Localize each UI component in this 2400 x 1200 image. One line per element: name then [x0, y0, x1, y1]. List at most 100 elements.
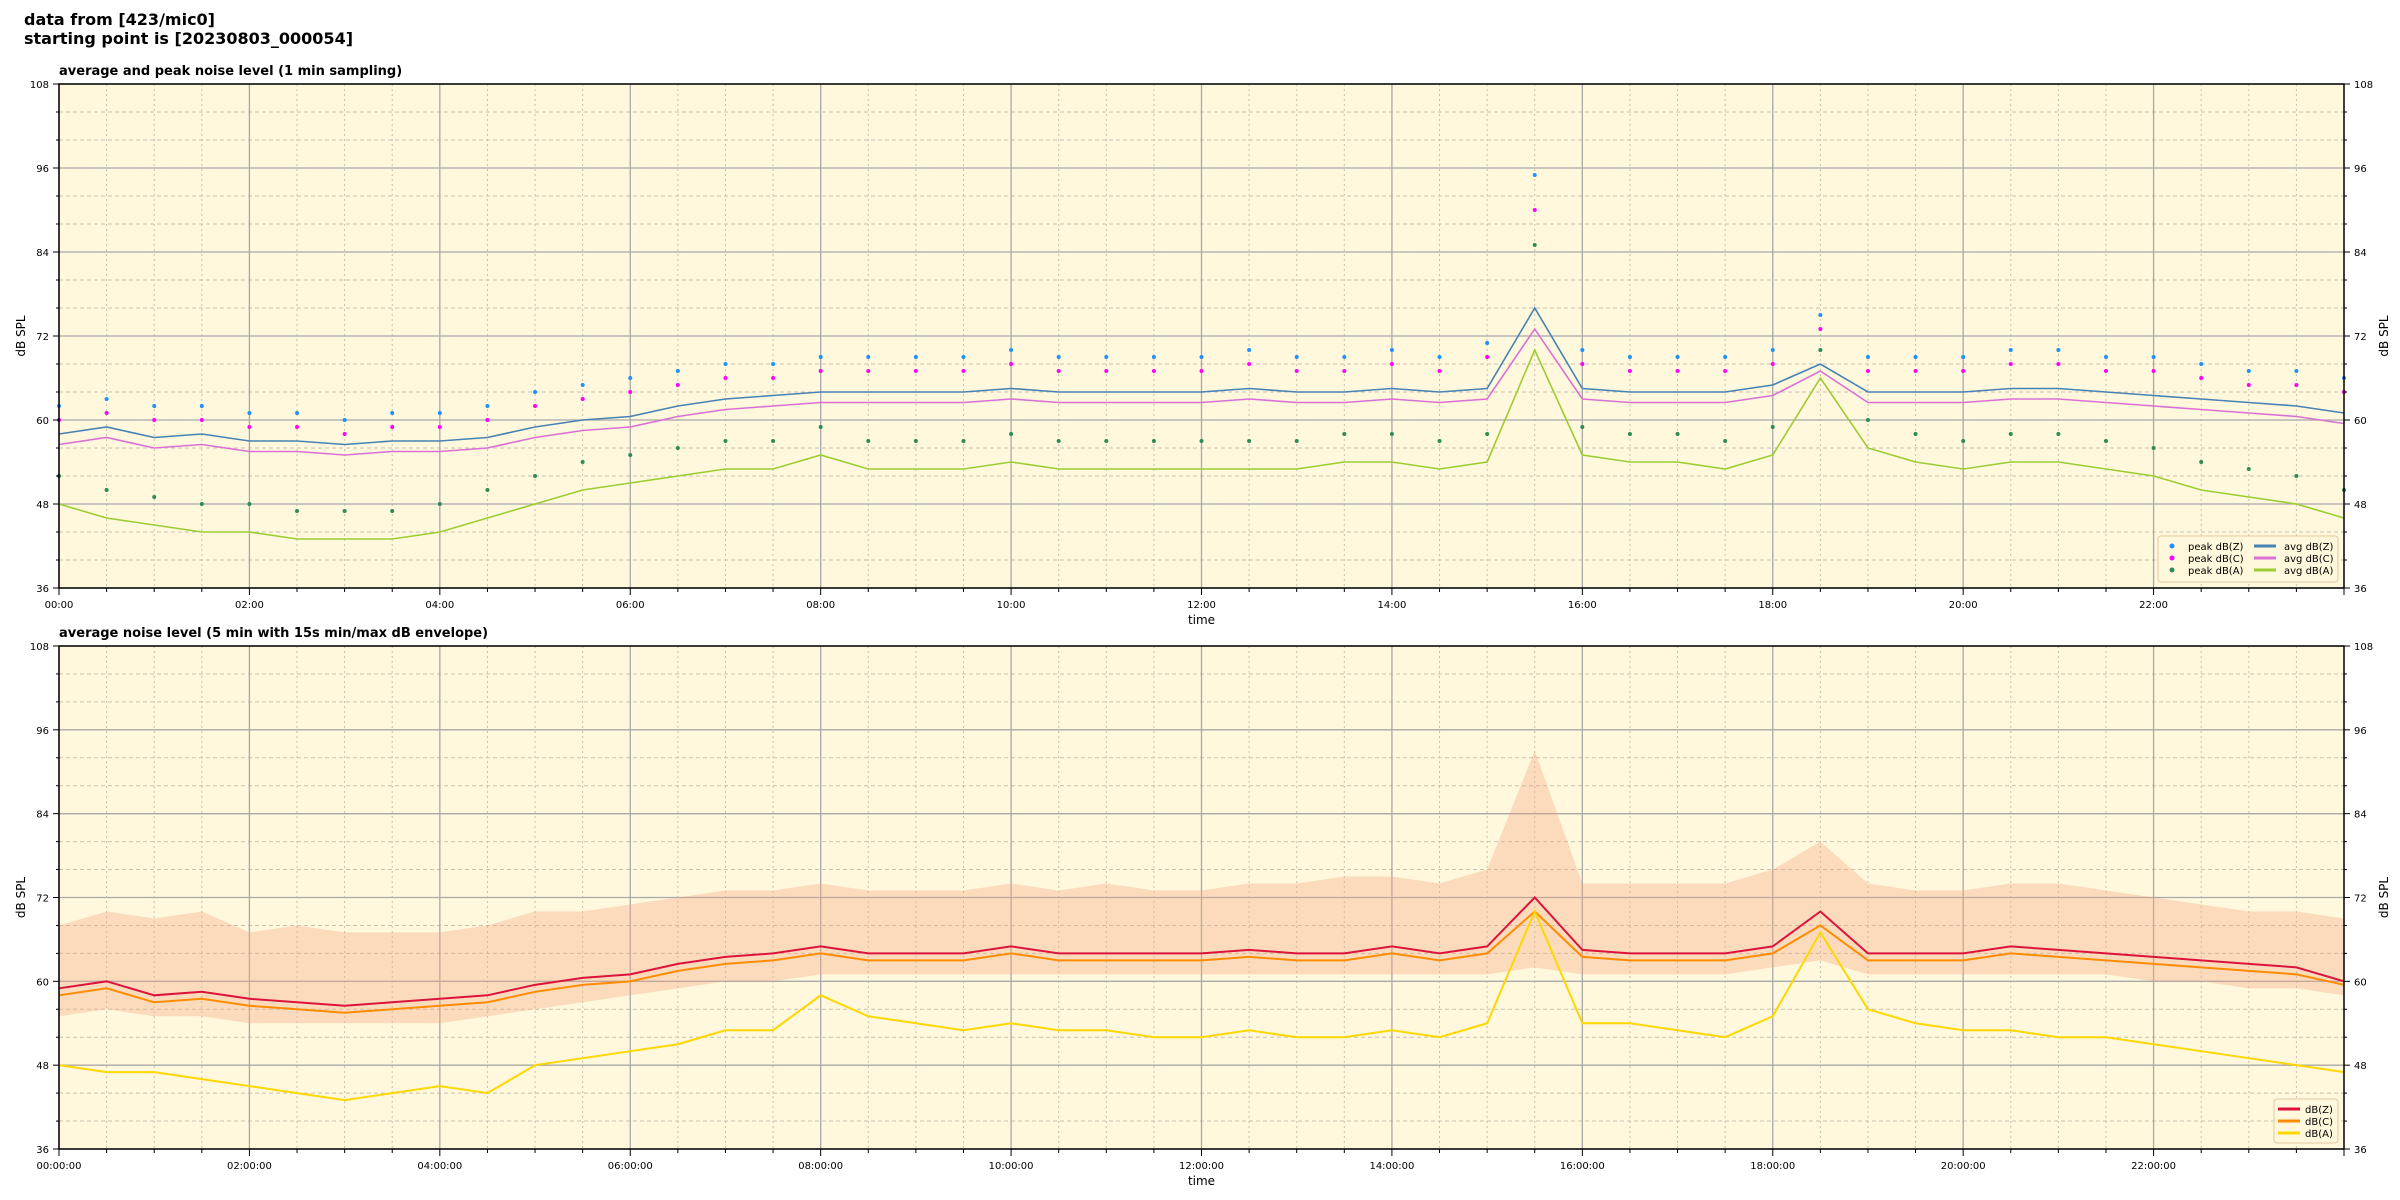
scatter-point — [1723, 355, 1728, 359]
scatter-point — [1675, 355, 1680, 359]
scatter-point — [628, 390, 633, 394]
scatter-point — [1580, 425, 1585, 429]
chart-1: 36 36 48 48 60 60 72 72 84 84 96 96 108 108 00:00 02:00… — [14, 64, 2391, 627]
scatter-point — [295, 509, 300, 513]
scatter-point — [437, 502, 442, 506]
scatter-point — [1437, 439, 1442, 443]
scatter-point — [2056, 432, 2061, 436]
scatter-point — [723, 439, 728, 443]
x-tick-label: 08:00:00 — [798, 1161, 843, 1172]
y-tick-label: 96 — [36, 164, 49, 175]
scatter-point — [247, 411, 252, 415]
scatter-point — [152, 418, 157, 422]
y-tick-label: 36 — [36, 1145, 49, 1156]
scatter-point — [2056, 362, 2061, 366]
scatter-point — [818, 369, 823, 373]
scatter-point — [1247, 362, 1252, 366]
y-tick-label-right: 48 — [2354, 1061, 2367, 1072]
x-tick-label: 12:00:00 — [1179, 1161, 1224, 1172]
scatter-point — [1342, 369, 1347, 373]
y-tick-label: 96 — [36, 726, 49, 737]
series-line-db-c- — [58, 910, 2345, 1014]
scatter-point — [723, 362, 728, 366]
scatter-point — [2008, 432, 2013, 436]
scatter-point — [1865, 369, 1870, 373]
scatter-point — [1056, 369, 1061, 373]
y-tick-label-right: 36 — [2354, 1145, 2367, 1156]
y-tick-label-right: 72 — [2354, 894, 2367, 905]
scatter-point — [675, 446, 680, 450]
legend-box — [2157, 535, 2339, 583]
scatter-point — [2056, 348, 2061, 352]
x-tick-label: 08:00 — [806, 600, 835, 611]
x-tick-label: 06:00:00 — [608, 1161, 653, 1172]
scatter-point — [104, 411, 109, 415]
scatter-point — [2294, 369, 2299, 373]
scatter-point — [2294, 383, 2299, 387]
scatter-point — [1437, 355, 1442, 359]
scatter-point — [1961, 369, 1966, 373]
scatter-point — [1104, 369, 1109, 373]
scatter-point — [1437, 369, 1442, 373]
y-tick-label-right: 48 — [2354, 500, 2367, 511]
scatter-point — [1342, 355, 1347, 359]
scatter-point — [1627, 369, 1632, 373]
y-tick-label-right: 84 — [2354, 810, 2367, 821]
scatter-point — [723, 376, 728, 380]
scatter-point — [152, 404, 157, 408]
y-tick-label: 48 — [36, 500, 49, 511]
legend-label: avg dB(Z) — [2284, 542, 2334, 553]
x-tick-label: 18:00:00 — [1750, 1161, 1795, 1172]
scatter-point — [1151, 369, 1156, 373]
x-tick-label: 14:00:00 — [1369, 1161, 1414, 1172]
y-tick-label-right: 96 — [2354, 726, 2367, 737]
chart-2: 36 36 48 48 60 60 72 72 84 84 96 96 108 108 00:00:00 02… — [14, 626, 2391, 1188]
scatter-point — [1627, 355, 1632, 359]
y-tick-label: 84 — [36, 810, 49, 821]
x-tick-label: 00:00 — [45, 600, 74, 611]
y-tick-label-right: 84 — [2354, 248, 2367, 259]
scatter-point — [2103, 355, 2108, 359]
series-line-db-z- — [58, 896, 2345, 1007]
scatter-point — [961, 355, 966, 359]
x-tick-label: 22:00 — [2139, 600, 2168, 611]
legend-marker — [2169, 555, 2175, 561]
scatter-point — [390, 411, 395, 415]
legend-label: peak dB(C) — [2188, 554, 2244, 565]
scatter-point — [342, 418, 347, 422]
scatter-point — [580, 460, 585, 464]
scatter-point — [1009, 432, 1014, 436]
scatter-point — [1675, 369, 1680, 373]
scatter-point — [2199, 376, 2204, 380]
scatter-point — [2103, 369, 2108, 373]
legend-label: dB(A) — [2305, 1129, 2333, 1140]
legend-marker — [2169, 543, 2175, 549]
scatter-point — [961, 439, 966, 443]
scatter-point — [866, 355, 871, 359]
scatter-point — [1009, 348, 1014, 352]
scatter-point — [1009, 362, 1014, 366]
scatter-point — [1485, 432, 1490, 436]
scatter-point — [1199, 369, 1204, 373]
scatter-point — [1485, 355, 1490, 359]
scatter-point — [152, 495, 157, 499]
scatter-point — [104, 397, 109, 401]
scatter-point — [818, 425, 823, 429]
scatter-point — [2246, 369, 2251, 373]
scatter-point — [295, 425, 300, 429]
scatter-point — [1532, 208, 1537, 212]
main-title: data from [423/mic0] starting point is [… — [24, 10, 353, 48]
scatter-point — [2199, 460, 2204, 464]
scatter-point — [533, 474, 538, 478]
scatter-point — [1818, 348, 1823, 352]
scatter-point — [1199, 355, 1204, 359]
y-axis-label: dB SPL — [14, 315, 28, 357]
chart-title: average noise level (5 min with 15s min/… — [59, 626, 488, 641]
x-tick-label: 14:00 — [1378, 600, 1407, 611]
legend-label: dB(Z) — [2305, 1105, 2333, 1116]
scatter-point — [1104, 355, 1109, 359]
scatter-point — [390, 425, 395, 429]
minmax-envelope — [59, 750, 2344, 1024]
scatter-point — [1865, 355, 1870, 359]
